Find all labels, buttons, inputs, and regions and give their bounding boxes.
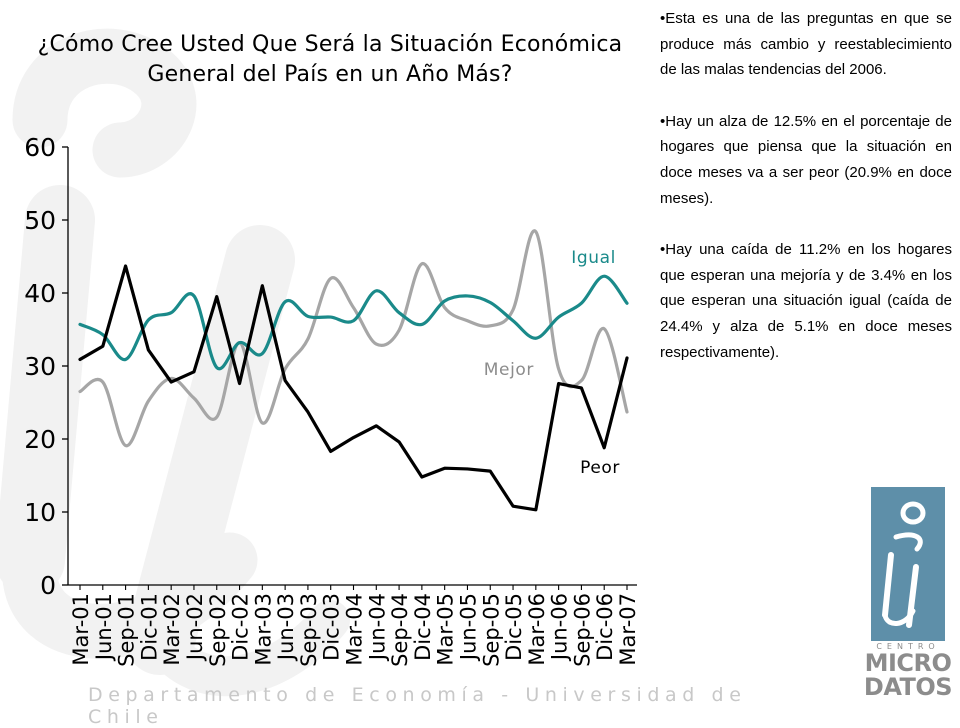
- x-tick-label: Mar-07: [616, 593, 640, 666]
- chart-title-line2: General del País en un Año Más?: [147, 62, 513, 87]
- series-label-igual: Igual: [571, 248, 616, 268]
- x-tick-label: Sep-05: [479, 593, 503, 667]
- note-1: •Esta es una de las preguntas en que se …: [660, 10, 952, 79]
- x-tick-label: Sep-01: [115, 593, 139, 667]
- x-tick-label: Mar-01: [69, 593, 93, 666]
- x-tick-label: Dic-03: [320, 593, 344, 661]
- series-line-mejor: [78, 229, 629, 448]
- y-tick-labels: 0 10 20 30 40 50 60: [24, 133, 56, 600]
- notes-panel: •Esta es una de las preguntas en que se …: [660, 6, 952, 391]
- series-label-mejor: Mejor: [484, 360, 534, 380]
- x-tick-label: Sep-02: [206, 593, 230, 667]
- y-tick-label: 40: [24, 279, 56, 308]
- x-tick-label: Dic-01: [137, 593, 161, 661]
- y-tick-label: 30: [24, 352, 56, 381]
- y-tick-label: 10: [24, 498, 56, 527]
- logo-wordmark: CENTRO MICRO DATOS: [852, 641, 960, 699]
- chart-axes: [62, 146, 637, 590]
- x-tick-label: Jun-05: [456, 593, 480, 662]
- y-tick-label: 60: [24, 133, 56, 162]
- x-tick-labels: Mar-01Jun-01Sep-01Dic-01Mar-02Jun-02Sep-…: [69, 593, 640, 667]
- watermark-mu-icon: [0, 28, 350, 697]
- y-tick-label: 20: [24, 425, 56, 454]
- y-tick-label: 0: [40, 571, 56, 600]
- x-tick-label: Jun-03: [274, 593, 298, 662]
- series-labels: Igual Mejor Peor: [484, 248, 620, 478]
- series-label-peor: Peor: [580, 458, 620, 478]
- chart-title-line1: ¿Cómo Cree Usted Que Será la Situación E…: [37, 32, 623, 57]
- x-tick-label: Dic-04: [411, 593, 435, 661]
- x-tick-label: Dic-06: [593, 593, 617, 661]
- x-tick-label: Jun-04: [365, 593, 389, 662]
- x-tick-label: Mar-04: [343, 593, 367, 666]
- note-2: •Hay un alza de 12.5% en el porcentaje d…: [660, 112, 952, 207]
- x-tick-label: Dic-02: [229, 593, 253, 661]
- x-tick-label: Jun-02: [183, 593, 207, 662]
- note-3: •Hay una caída de 11.2% en los hogares q…: [660, 241, 952, 361]
- x-tick-label: Sep-06: [570, 593, 594, 667]
- footer-text: Departamento de Economía - Universidad d…: [88, 684, 747, 728]
- x-tick-label: Mar-05: [434, 593, 458, 666]
- logo-mu-icon: [871, 487, 945, 641]
- x-tick-label: Jun-01: [92, 593, 116, 662]
- series-lines: [78, 229, 629, 512]
- logo-datos-text: DATOS: [863, 673, 953, 701]
- y-tick-label: 50: [24, 206, 56, 235]
- series-line-peor: [78, 264, 629, 512]
- x-tick-label: Mar-06: [525, 593, 549, 666]
- x-tick-label: Mar-03: [251, 593, 275, 666]
- series-line-igual: [78, 274, 629, 371]
- x-tick-label: Jun-06: [548, 593, 572, 662]
- logo-micro-text: MICRO: [864, 649, 952, 677]
- x-tick-label: Sep-04: [388, 593, 412, 667]
- x-tick-label: Mar-02: [160, 593, 184, 666]
- logo-centro-text: CENTRO: [876, 642, 940, 651]
- x-tick-label: Sep-03: [297, 593, 321, 667]
- x-tick-label: Dic-05: [502, 593, 526, 661]
